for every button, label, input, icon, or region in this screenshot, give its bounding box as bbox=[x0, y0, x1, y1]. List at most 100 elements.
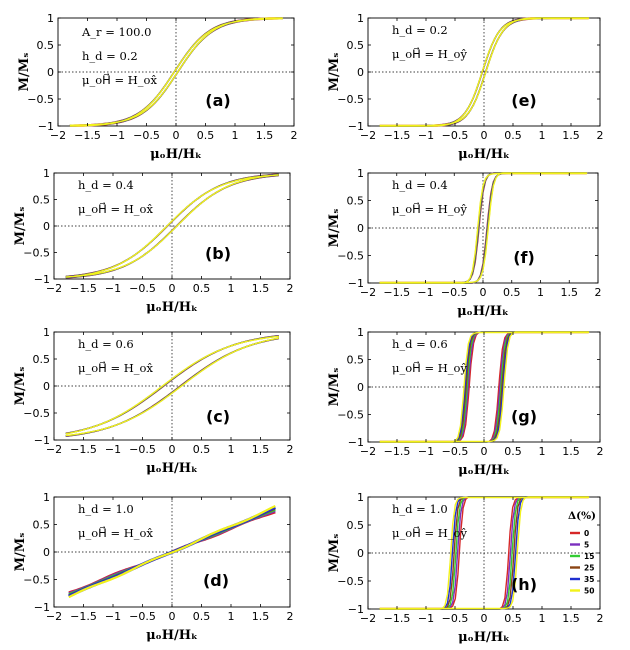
x-tick-label: 0.5 bbox=[504, 129, 522, 142]
y-tick-label: 0.5 bbox=[33, 194, 51, 207]
series-line-50 bbox=[65, 174, 279, 278]
x-tick-label: −1.5 bbox=[70, 282, 97, 295]
x-tick-label: 0.5 bbox=[193, 282, 211, 295]
x-tick-label: 1.5 bbox=[252, 282, 270, 295]
x-tick-label: 0.5 bbox=[504, 445, 522, 458]
y-tick-label: 1 bbox=[357, 167, 364, 180]
y-tick-label: 0.5 bbox=[33, 519, 51, 532]
y-tick-label: −1 bbox=[348, 120, 364, 133]
x-tick-label: −2 bbox=[46, 610, 62, 623]
x-tick-label: 1.5 bbox=[561, 286, 579, 299]
x-tick-label: 2 bbox=[597, 129, 604, 142]
panel-b: −2 −1.5 −1 −0.5 0 0.5 1 1.5 2 1 0.5 0 −0.5 −1 μₒH/Hₖ M/… bbox=[13, 167, 294, 315]
y-tick-label: −0.5 bbox=[337, 93, 364, 106]
panel-label: (e) bbox=[511, 91, 536, 110]
x-tick-label: 0.5 bbox=[193, 443, 211, 456]
panel-g: −2 −1.5 −1 −0.5 0 0.5 1 1.5 2 1 0.5 0 −0.5 −1 μₒH/Hₖ M/… bbox=[327, 326, 604, 478]
x-tick-label: 1 bbox=[228, 282, 235, 295]
x-tick-label: −1 bbox=[418, 129, 434, 142]
x-tick-label: −2 bbox=[360, 129, 376, 142]
x-tick-label: 1.5 bbox=[562, 129, 580, 142]
panel-label: (d) bbox=[203, 571, 229, 590]
legend: Δ(%) 0 5 15 25 35 50 bbox=[568, 510, 596, 596]
x-tick-label: −1.5 bbox=[384, 129, 411, 142]
x-tick-label: 2 bbox=[287, 610, 294, 623]
panel-label: (b) bbox=[205, 244, 231, 263]
y-tick-label: −1 bbox=[38, 120, 54, 133]
x-tick-label: −0.5 bbox=[442, 445, 469, 458]
x-axis-label: μₒH/Hₖ bbox=[458, 463, 510, 478]
annotation-text: μ_oH⃗ = H_ox̂ bbox=[78, 525, 153, 540]
x-tick-label: −0.5 bbox=[133, 129, 160, 142]
annotation-text: μ_oH⃗ = H_oŷ bbox=[392, 46, 467, 61]
y-axis-label: M/Mₛ bbox=[17, 53, 32, 92]
y-tick-label: 1 bbox=[47, 12, 54, 25]
panel-label: (f) bbox=[513, 248, 535, 267]
x-tick-label: −1 bbox=[105, 282, 121, 295]
annotation-text: h_d = 0.4 bbox=[78, 178, 134, 192]
y-tick-label: −1 bbox=[34, 601, 50, 614]
x-axis-label: μₒH/Hₖ bbox=[146, 461, 198, 476]
y-tick-label: 1 bbox=[43, 491, 50, 504]
series-line-50 bbox=[379, 331, 590, 443]
y-tick-label: 0.5 bbox=[33, 353, 51, 366]
x-tick-label: −1.5 bbox=[384, 612, 411, 625]
x-tick-label: 1 bbox=[232, 129, 239, 142]
x-tick-label: 0 bbox=[480, 286, 487, 299]
y-tick-label: 1 bbox=[357, 491, 364, 504]
y-axis-label: M/Mₛ bbox=[327, 53, 342, 92]
annotation-text: μ_oH⃗ = H_oŷ bbox=[392, 360, 467, 375]
x-tick-label: 0.5 bbox=[504, 612, 522, 625]
y-tick-label: 0 bbox=[43, 546, 50, 559]
x-tick-label: −1 bbox=[418, 612, 434, 625]
y-tick-label: −0.5 bbox=[337, 250, 364, 263]
y-tick-label: 0 bbox=[43, 220, 50, 233]
x-tick-label: −2 bbox=[360, 286, 376, 299]
y-axis-label: M/Mₛ bbox=[327, 209, 342, 248]
x-tick-label: −1 bbox=[109, 129, 125, 142]
series-line-50 bbox=[379, 17, 590, 127]
panel-label: (a) bbox=[205, 91, 230, 110]
series-group bbox=[65, 335, 279, 437]
y-axis-label: M/Mₛ bbox=[327, 534, 342, 573]
panel-f: −2 −1.5 −1 −0.5 0 0.5 1 1.5 2 1 0.5 0 −0.5 −1 μₒH/Hₖ M/… bbox=[327, 167, 602, 319]
x-tick-label: 1.5 bbox=[562, 612, 580, 625]
x-tick-label: −2 bbox=[46, 443, 62, 456]
series-group bbox=[68, 505, 276, 599]
x-tick-label: −1.5 bbox=[383, 286, 410, 299]
x-tick-label: −2 bbox=[50, 129, 66, 142]
panel-a: −2 −1.5 −1 −0.5 0 0.5 1 1.5 2 1 0.5 0 −0.5 −1 μₒH/Hₖ M/… bbox=[17, 12, 298, 162]
x-tick-label: −1 bbox=[105, 610, 121, 623]
y-tick-label: −0.5 bbox=[23, 247, 50, 260]
series-group bbox=[379, 172, 588, 284]
y-tick-label: −0.5 bbox=[27, 93, 54, 106]
x-tick-label: 2 bbox=[597, 445, 604, 458]
y-tick-label: 0 bbox=[357, 547, 364, 560]
annotation-text: h_d = 0.4 bbox=[392, 178, 448, 192]
y-tick-label: −0.5 bbox=[23, 407, 50, 420]
y-tick-label: −1 bbox=[34, 434, 50, 447]
x-tick-label: 2 bbox=[287, 443, 294, 456]
panel-h: −2 −1.5 −1 −0.5 0 0.5 1 1.5 2 1 0.5 0 −0.5 −1 μₒH/Hₖ M/… bbox=[327, 491, 604, 645]
y-tick-label: −1 bbox=[348, 603, 364, 616]
legend-label-25: 25 bbox=[584, 564, 594, 573]
series-group bbox=[379, 496, 590, 610]
x-tick-label: −1.5 bbox=[70, 443, 97, 456]
x-axis-label: μₒH/Hₖ bbox=[458, 630, 510, 645]
legend-label-0: 0 bbox=[584, 529, 589, 538]
y-tick-label: 0 bbox=[357, 222, 364, 235]
y-tick-label: 0.5 bbox=[37, 39, 55, 52]
x-tick-label: −2 bbox=[360, 612, 376, 625]
x-tick-label: 0 bbox=[169, 282, 176, 295]
y-axis-label: M/Mₛ bbox=[13, 533, 28, 572]
series-group bbox=[65, 173, 279, 279]
x-tick-label: 2 bbox=[595, 286, 602, 299]
y-tick-label: −1 bbox=[348, 436, 364, 449]
y-tick-label: 0.5 bbox=[347, 354, 365, 367]
annotation-text: h_d = 0.6 bbox=[392, 337, 448, 351]
x-tick-label: 2 bbox=[287, 282, 294, 295]
x-tick-label: 1.5 bbox=[562, 445, 580, 458]
panel-e: −2 −1.5 −1 −0.5 0 0.5 1 1.5 2 1 0.5 0 −0.5 −1 μₒH/Hₖ M/… bbox=[327, 12, 604, 162]
x-tick-label: 1 bbox=[228, 610, 235, 623]
series-line-50 bbox=[65, 335, 279, 437]
